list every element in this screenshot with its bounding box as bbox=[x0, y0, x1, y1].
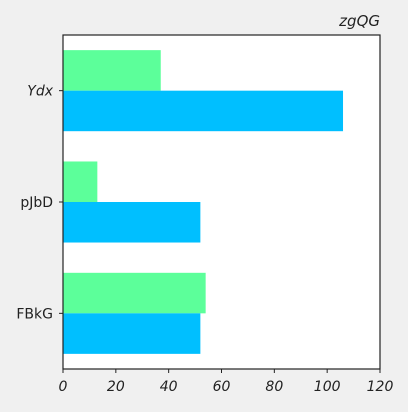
x-tick-label: 20 bbox=[107, 379, 125, 395]
chart-title: zgQG bbox=[338, 12, 380, 30]
bar-Ydx-s1 bbox=[63, 90, 344, 132]
x-axis: 0 20 40 60 80 100 120 bbox=[59, 369, 394, 395]
x-tick-label: 60 bbox=[213, 379, 231, 395]
bar-Ydx-s0 bbox=[63, 50, 161, 91]
y-tick-label: FBkG bbox=[16, 306, 53, 322]
x-tick-label: 40 bbox=[160, 379, 178, 395]
bar-FBkG-s0 bbox=[63, 272, 206, 314]
y-axis: Ydx pJbD FBkG bbox=[16, 84, 63, 322]
bars-layer bbox=[63, 50, 344, 354]
x-tick-label: 0 bbox=[59, 379, 68, 395]
x-tick-label: 80 bbox=[265, 379, 283, 395]
bar-pJbD-s0 bbox=[63, 161, 98, 202]
x-tick-label: 100 bbox=[314, 379, 341, 395]
bar-FBkG-s1 bbox=[63, 313, 201, 354]
bar-pJbD-s1 bbox=[63, 202, 201, 243]
y-tick-label: pJbD bbox=[20, 195, 53, 211]
x-tick-label: 120 bbox=[367, 379, 394, 395]
y-tick-label: Ydx bbox=[27, 84, 53, 100]
